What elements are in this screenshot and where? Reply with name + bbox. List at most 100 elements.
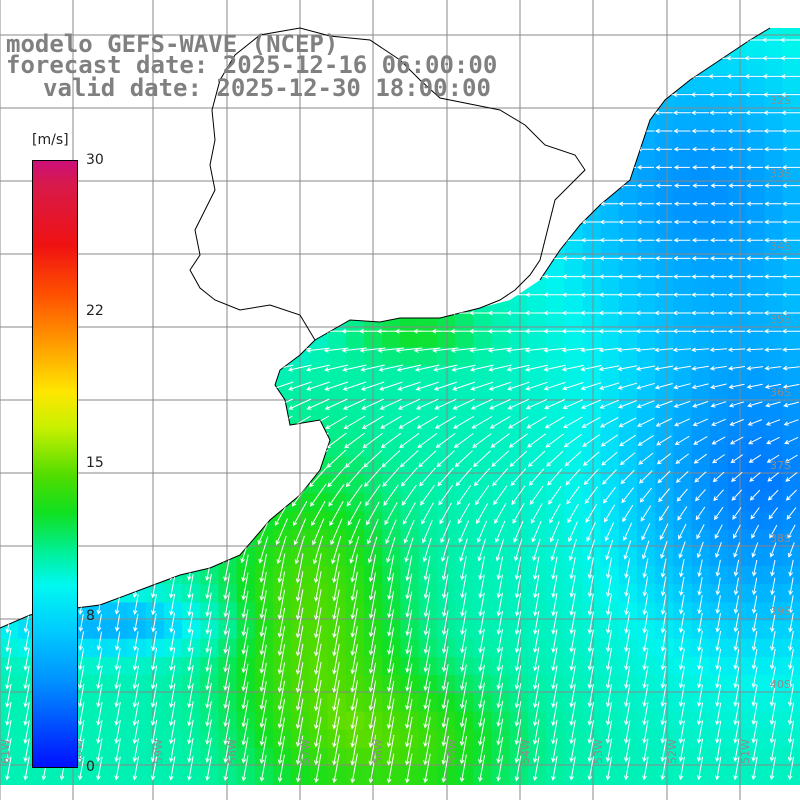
wind-arrow bbox=[766, 436, 780, 445]
speed-cell bbox=[582, 675, 602, 694]
speed-cell bbox=[455, 365, 474, 385]
wind-arrow bbox=[769, 702, 776, 726]
wind-arrow bbox=[311, 500, 326, 527]
speed-cell bbox=[400, 675, 420, 694]
wind-arrow bbox=[223, 591, 231, 618]
wind-arrow bbox=[769, 756, 776, 781]
wind-arrow bbox=[710, 146, 727, 152]
wind-arrow bbox=[605, 756, 613, 781]
wind-arrow bbox=[636, 256, 655, 261]
speed-cell bbox=[382, 529, 401, 549]
wind-arrow bbox=[568, 539, 577, 561]
wind-arrow bbox=[617, 292, 638, 298]
wind-arrow bbox=[768, 507, 778, 520]
speed-cell bbox=[782, 420, 800, 440]
wind-arrow bbox=[545, 433, 564, 448]
speed-cell bbox=[582, 311, 602, 330]
speed-cell bbox=[509, 566, 529, 585]
wind-arrow bbox=[709, 110, 728, 116]
speed-cell bbox=[746, 529, 765, 549]
wind-arrow bbox=[637, 435, 654, 446]
speed-cell bbox=[273, 566, 292, 585]
wind-arrow bbox=[496, 736, 504, 764]
wind-arrow bbox=[769, 542, 777, 558]
speed-cell bbox=[236, 602, 256, 622]
speed-cell bbox=[546, 620, 565, 640]
wind-arrow bbox=[150, 738, 158, 763]
wind-arrow bbox=[459, 700, 467, 728]
speed-cell bbox=[400, 566, 420, 585]
wind-arrow bbox=[565, 468, 581, 486]
wind-arrow bbox=[293, 518, 307, 546]
speed-cell bbox=[509, 729, 529, 749]
wind-arrow bbox=[496, 592, 503, 617]
speed-cell bbox=[345, 729, 365, 749]
speed-cell bbox=[728, 111, 747, 130]
wind-arrow bbox=[496, 574, 503, 599]
wind-arrow bbox=[751, 577, 758, 596]
wind-arrow bbox=[169, 630, 176, 652]
speed-cell bbox=[218, 638, 238, 658]
wind-arrow bbox=[342, 398, 366, 410]
wind-arrow bbox=[435, 433, 456, 448]
speed-cell bbox=[436, 766, 456, 785]
wind-arrow bbox=[715, 666, 722, 689]
wind-arrow bbox=[746, 383, 763, 389]
wind-arrow bbox=[387, 591, 395, 619]
wind-arrow bbox=[715, 720, 722, 744]
wind-arrow bbox=[655, 146, 673, 152]
wind-arrow bbox=[599, 417, 619, 428]
speed-cell bbox=[400, 602, 420, 622]
wind-arrow bbox=[746, 256, 764, 261]
speed-cell bbox=[782, 766, 800, 785]
wind-arrow bbox=[746, 183, 763, 188]
wind-arrow bbox=[715, 577, 721, 596]
wind-arrow bbox=[360, 364, 385, 372]
wind-arrow bbox=[728, 165, 745, 170]
speed-cell bbox=[618, 238, 638, 258]
wind-arrow bbox=[623, 540, 632, 560]
wind-arrow bbox=[259, 608, 267, 638]
speed-cell bbox=[382, 711, 401, 731]
speed-cell bbox=[291, 402, 310, 421]
speed-cell bbox=[618, 347, 638, 367]
wind-arrow bbox=[454, 450, 473, 468]
wind-arrow bbox=[728, 219, 745, 225]
speed-cell bbox=[145, 693, 165, 713]
wind-arrow bbox=[562, 256, 584, 261]
speed-cell bbox=[309, 493, 329, 512]
wind-arrow bbox=[636, 165, 654, 170]
wind-arrow bbox=[623, 522, 633, 542]
speed-cell bbox=[546, 274, 565, 294]
wind-arrow bbox=[423, 663, 431, 692]
speed-cell bbox=[218, 711, 238, 731]
speed-cell bbox=[728, 311, 747, 330]
speed-cell bbox=[218, 748, 238, 767]
wind-arrow bbox=[259, 572, 267, 601]
speed-cell bbox=[291, 638, 310, 658]
speed-cell bbox=[728, 220, 747, 239]
speed-cell bbox=[327, 675, 347, 694]
speed-cell bbox=[600, 238, 620, 258]
wind-arrow bbox=[655, 237, 673, 243]
wind-arrow bbox=[23, 720, 30, 745]
wind-arrow bbox=[496, 755, 504, 782]
wind-arrow bbox=[241, 627, 249, 655]
speed-cell bbox=[709, 493, 729, 512]
wind-arrow bbox=[769, 648, 776, 670]
speed-cell bbox=[473, 766, 492, 785]
wind-arrow bbox=[349, 536, 360, 564]
wind-arrow bbox=[673, 146, 691, 152]
speed-cell bbox=[764, 620, 784, 640]
speed-cell bbox=[327, 475, 347, 494]
speed-cell bbox=[655, 329, 674, 349]
wind-arrow bbox=[487, 347, 513, 353]
speed-cell bbox=[691, 256, 711, 276]
wind-arrow bbox=[313, 661, 322, 694]
speed-cell bbox=[582, 347, 602, 367]
wind-arrow bbox=[332, 607, 340, 639]
speed-cell bbox=[309, 511, 329, 531]
wind-arrow bbox=[314, 716, 322, 748]
wind-arrow bbox=[624, 684, 631, 708]
wind-arrow bbox=[642, 738, 649, 763]
